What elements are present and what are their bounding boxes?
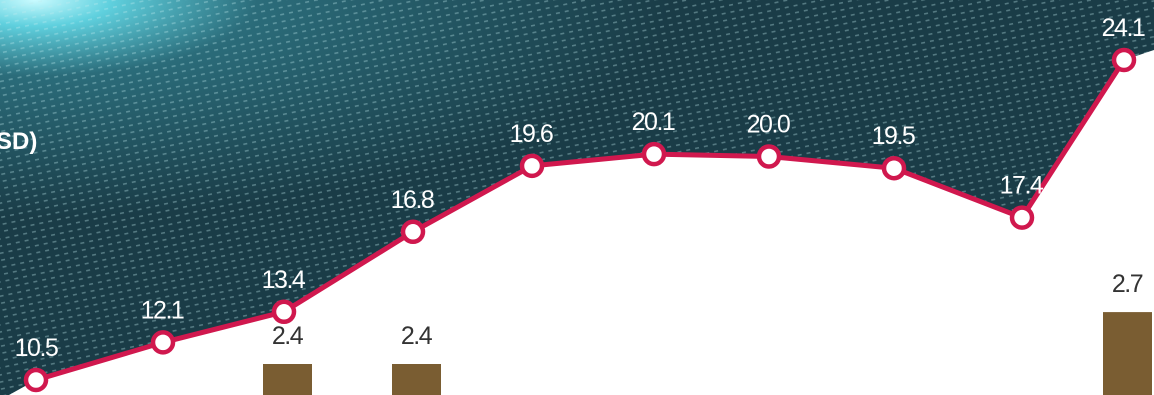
data-point [519,153,545,179]
bar [1103,312,1152,395]
bar-data-label: 2.4 [272,322,304,350]
series-line [35,58,1127,383]
bar-series: 2.4 2.4 2.7 [263,270,1152,395]
data-point [1111,47,1137,73]
point-data-label: 24.1 [1102,14,1145,42]
point-data-label: 13.4 [262,266,306,294]
point-data-label: 20.0 [747,111,790,139]
line-series: 10.5 12.1 13.4 16.8 19.6 20.1 20.0 19.5 17.4 24.1 [15,14,1146,393]
point-data-label: 16.8 [391,186,434,214]
data-point [271,299,297,325]
point-data-label: 19.6 [510,120,553,148]
point-data-label: 12.1 [141,296,184,324]
data-point [756,144,782,169]
bar [392,364,441,395]
data-point [150,330,176,355]
data-point [1009,205,1035,230]
bar-data-label: 2.7 [1112,270,1143,298]
data-point [641,141,667,167]
data-point [23,367,49,393]
bar [263,364,312,395]
point-data-label: 20.1 [632,108,675,136]
bar-data-label: 2.4 [401,322,433,350]
chart-title-fragment: SD) [0,128,37,155]
point-data-label: 17.4 [1000,172,1044,200]
data-point [400,219,426,245]
point-data-label: 10.5 [15,334,58,362]
data-point [881,155,907,181]
point-data-label: 19.5 [872,122,915,150]
